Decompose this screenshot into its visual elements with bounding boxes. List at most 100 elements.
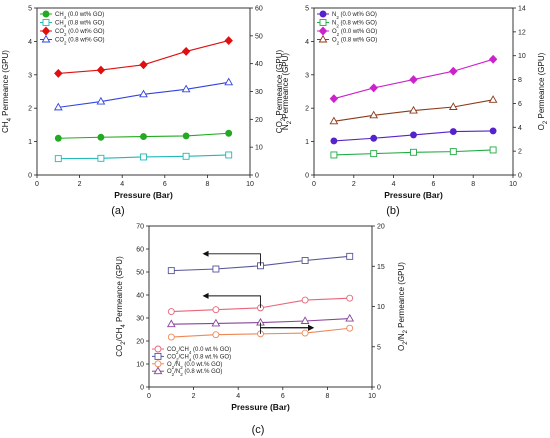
data-point (301, 296, 309, 304)
x-tick-label: 4 (392, 181, 396, 188)
legend-marker (41, 26, 51, 36)
x-tick-label: 8 (471, 181, 475, 188)
data-point (167, 308, 175, 316)
legend-marker (42, 10, 50, 18)
y2-tick-label: 40 (255, 61, 263, 68)
y-tick-label: 3 (28, 72, 32, 79)
y-axis-label: CO2/CH4 Permeance (GPU) (115, 256, 127, 357)
data-point (329, 116, 339, 125)
y-tick-label: 5 (305, 6, 309, 13)
data-point (409, 75, 418, 85)
legend-entry: CO2 (0.8 wt% GO) (55, 38, 105, 46)
y-tick-label: 0 (28, 173, 32, 180)
arrow-head (308, 324, 315, 331)
data-point (409, 105, 418, 114)
x-tick-label: 6 (431, 181, 435, 188)
x-tick-label: 2 (352, 181, 356, 188)
x-tick-label: 10 (246, 181, 254, 188)
x-tick-label: 0 (312, 181, 316, 188)
legend-marker (318, 26, 328, 36)
data-point (212, 265, 220, 273)
legend-entry: CH4 (0.8 wt% GO) (55, 21, 104, 29)
data-point (346, 252, 354, 260)
data-point (346, 294, 354, 302)
data-point (346, 324, 354, 332)
legend-entry: CO2/CH4 (0.0 wt.% GO) (167, 347, 231, 355)
x-axis-label: Pressure (Bar) (114, 190, 173, 200)
data-point (211, 318, 221, 327)
y2-tick-label: 20 (255, 117, 263, 124)
data-point (489, 127, 497, 135)
x-tick-label: 8 (205, 181, 209, 188)
legend-entry: CO2 (0.0 wt% GO) (55, 29, 105, 37)
data-point (212, 331, 220, 339)
data-point (97, 133, 105, 141)
y2-tick-label: 20 (377, 224, 385, 231)
data-point (182, 132, 190, 140)
data-point (140, 153, 147, 161)
y2-tick-label: 6 (518, 101, 522, 108)
y2-tick-label: 2 (518, 149, 522, 156)
arrow-head (202, 292, 209, 299)
y-axis-label: N2 Permeance (GPU) (281, 53, 293, 130)
data-point (330, 137, 338, 145)
legend-entry: O2/N2 (0.0 wt.% GO) (167, 362, 222, 370)
y2-tick-label: 14 (518, 6, 526, 13)
x-tick-label: 10 (509, 181, 517, 188)
y2-tick-label: 0 (255, 173, 259, 180)
arrow-head (202, 250, 209, 257)
legend-marker (319, 19, 327, 26)
x-axis-label: Pressure (Bar) (231, 402, 290, 412)
y2-tick-label: 10 (518, 53, 526, 60)
y-tick-label: 3 (305, 72, 309, 79)
data-point (181, 46, 191, 56)
x-tick-label: 0 (35, 181, 39, 188)
data-point (449, 128, 457, 136)
x-tick-label: 2 (78, 181, 82, 188)
annotation-arrow (260, 322, 310, 329)
y2-tick-label: 0 (377, 385, 381, 392)
data-point (225, 129, 233, 137)
panel-label: (a) (111, 205, 124, 217)
x-tick-label: 6 (163, 181, 167, 188)
y2-tick-label: 4 (518, 125, 522, 132)
y2-tick-label: 60 (255, 6, 263, 13)
data-point (370, 134, 378, 142)
y-tick-label: 40 (136, 293, 144, 300)
legend-marker (42, 19, 50, 26)
data-point (54, 68, 63, 78)
legend-marker (319, 10, 327, 18)
data-point (330, 151, 338, 159)
legend: CH4 (0.0 wt% GO)CH4 (0.8 wt% GO)CO2 (0.0… (40, 10, 105, 46)
y2-tick-label: 12 (518, 29, 526, 36)
data-point (140, 133, 147, 141)
data-point (369, 110, 379, 119)
legend: CO2/CH4 (0.0 wt.% GO)CO2/CH4 (0.8 wt.% G… (152, 345, 231, 377)
data-point (139, 60, 148, 70)
data-point (167, 333, 175, 341)
panel-label: (b) (386, 205, 399, 217)
legend-marker (154, 360, 162, 368)
data-point (329, 94, 339, 104)
y-tick-label: 50 (136, 270, 144, 277)
y2-tick-label: 30 (255, 89, 263, 96)
y-tick-label: 0 (140, 385, 144, 392)
y2-tick-label: 50 (255, 33, 263, 40)
data-point (54, 134, 62, 142)
annotation-arrow (207, 253, 261, 266)
x-axis-label: Pressure (Bar) (384, 190, 443, 200)
data-point (181, 84, 191, 93)
data-point (225, 151, 233, 159)
legend-marker (154, 352, 162, 360)
y-tick-label: 1 (28, 139, 32, 146)
data-point (301, 257, 309, 264)
legend-marker (41, 34, 51, 43)
y-tick-label: 0 (305, 173, 309, 180)
x-tick-label: 6 (281, 393, 285, 400)
data-point (449, 66, 458, 76)
x-tick-label: 0 (147, 393, 151, 400)
data-point (301, 329, 309, 337)
